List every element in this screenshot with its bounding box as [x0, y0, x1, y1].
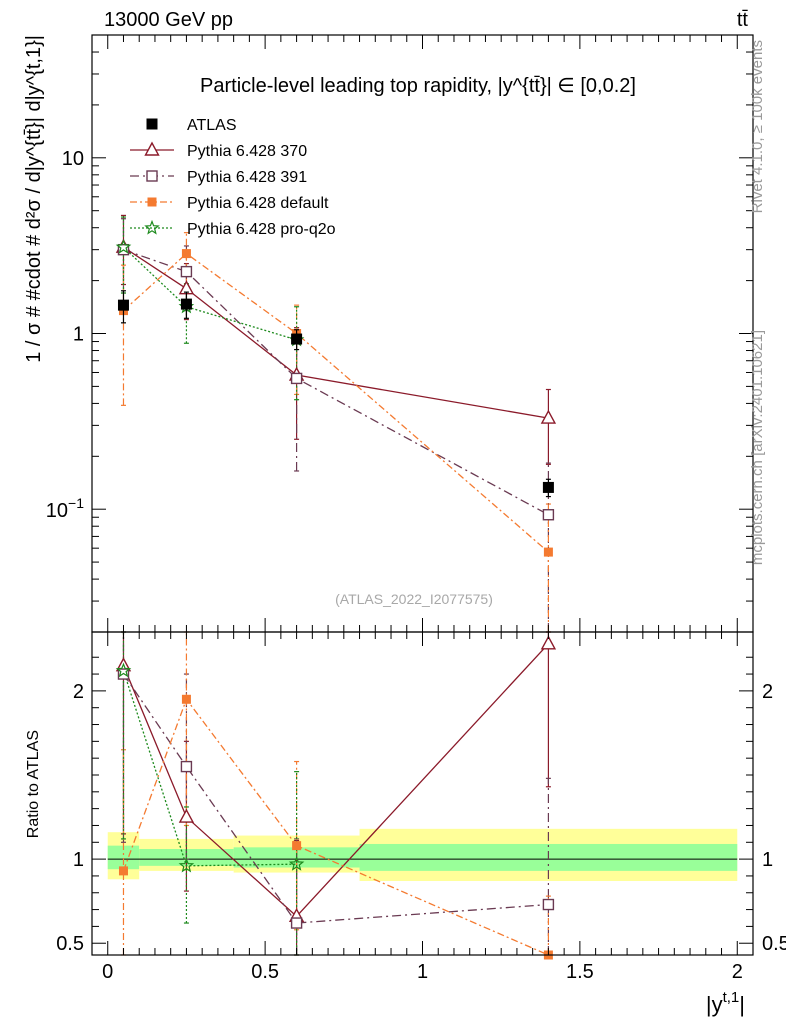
main-series-line-1: [123, 249, 549, 516]
watermark: (ATLAS_2022_I2077575): [335, 591, 493, 607]
ratio-ytick-label-right: 2: [762, 681, 773, 703]
main-ytick-label: 10: [62, 148, 84, 170]
ratio-band-inner-0: [107, 845, 140, 870]
main-series-line-3: [123, 246, 297, 341]
main-series-line-2: [123, 252, 549, 553]
x-axis-label: |yt,1|: [706, 989, 745, 1017]
ratio-marker-3-1: [178, 857, 195, 873]
ratio-ytick-label-left: 2: [73, 681, 84, 703]
ratio-frame: [91, 631, 754, 956]
plot-title: Particle-level leading top rapidity, |y^…: [200, 75, 636, 97]
xtick-label: 1.5: [566, 961, 594, 983]
ratio-marker-3-2: [288, 856, 305, 871]
legend-label-0: ATLAS: [187, 117, 237, 134]
xtick-label: 0.5: [251, 961, 279, 983]
main-marker-2-1: [181, 249, 191, 259]
ratio-marker-1-1: [180, 760, 193, 773]
legend-marker-3: [147, 197, 157, 207]
ratio-ylabel: Ratio to ATLAS: [25, 730, 42, 838]
legend-label-2: Pythia 6.428 391: [187, 169, 307, 186]
xtick-label: 0: [102, 961, 113, 983]
ratio-ytick-label-right: 0.5: [762, 933, 786, 955]
ratio-marker-1-3: [542, 898, 555, 911]
data-point-0: [117, 299, 129, 311]
process-label: tt̄: [737, 9, 749, 31]
legend-marker-4: [144, 219, 160, 235]
main-marker-0-3: [540, 409, 557, 424]
ratio-series-line-2: [122, 697, 549, 956]
ratio-series-line-1: [122, 673, 549, 924]
ratio-ytick-label-left: 1: [73, 849, 84, 871]
main-marker-2-3: [543, 547, 553, 557]
data-point-3: [542, 481, 554, 493]
ratio-marker-0-1: [178, 808, 195, 823]
main-ytick-label: 10−1: [46, 495, 84, 522]
rivet-label: Rivet 4.1.0, ≥ 100k events: [749, 40, 766, 213]
main-marker-1-3: [542, 509, 555, 521]
main-series-line-0: [123, 246, 549, 419]
source-label: mcplots.cern.ch [arXiv:2401.10621]: [749, 330, 766, 565]
xtick-label: 1: [417, 961, 428, 983]
ratio-marker-3-0: [115, 662, 132, 678]
legend-label-3: Pythia 6.428 default: [187, 195, 329, 212]
ratio-ytick-label-right: 1: [762, 849, 773, 871]
ratio-marker-1-2: [290, 917, 303, 929]
data-point-1: [180, 298, 192, 310]
main-marker-3-0: [115, 239, 132, 254]
data-point-2: [291, 333, 303, 345]
ratio-marker-2-1: [181, 694, 191, 704]
ratio-ytick-label-left: 0.5: [56, 933, 84, 955]
xtick-label: 2: [732, 961, 743, 983]
legend-marker-1: [144, 141, 160, 156]
legend-marker-2: [146, 170, 158, 182]
legend-label-1: Pythia 6.428 370: [187, 143, 307, 160]
main-marker-1-2: [290, 372, 303, 385]
main-ylabel: 1 / σ # #cdot # d²σ / d|y^{tt̄}| d|y^{t,…: [23, 35, 45, 363]
ratio-marker-0-3: [540, 635, 557, 650]
legend-label-4: Pythia 6.428 pro-q2o: [187, 221, 336, 238]
energy-label: 13000 GeV pp: [104, 9, 233, 31]
ratio-marker-2-0: [118, 866, 128, 876]
ratio-series-line-0: [122, 643, 549, 918]
main-marker-1-1: [180, 265, 193, 278]
ratio-marker-2-2: [292, 841, 302, 851]
legend-marker-0: [146, 118, 158, 130]
main-ytick-label: 1: [73, 324, 84, 346]
